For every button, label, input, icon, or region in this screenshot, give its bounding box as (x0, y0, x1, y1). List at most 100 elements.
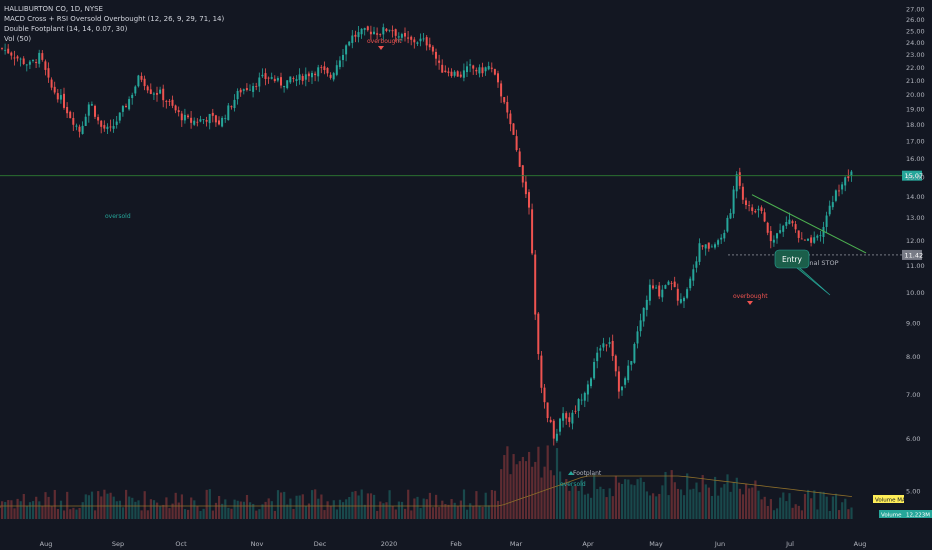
volume-bar (481, 506, 484, 519)
indicator-double-footplant[interactable]: Double Footplant (14, 14, 0.07, 30) (4, 25, 128, 33)
volume-bar (825, 496, 828, 519)
volume-bar (627, 479, 630, 519)
volume-bar (590, 497, 593, 519)
volume-bar (202, 508, 205, 519)
volume-bar (521, 456, 524, 519)
volume-bar (655, 496, 658, 519)
candle-body (559, 418, 561, 432)
volume-bar (745, 483, 748, 519)
overbought-marker (378, 46, 384, 50)
candle-body (819, 235, 822, 237)
candle-body (766, 222, 769, 233)
volume-ma-label: Volume MA (875, 498, 906, 504)
y-tick-label: 6.00 (906, 435, 920, 443)
volume-bar (593, 474, 596, 519)
candle-body (168, 100, 171, 102)
candle-body (314, 73, 317, 76)
volume-bar (636, 479, 639, 519)
volume-bar (397, 501, 400, 519)
volume-bar (326, 501, 329, 519)
candle-body (509, 113, 512, 125)
entry-callout-box (774, 249, 831, 296)
candle-body (115, 121, 118, 125)
y-tick-label: 19.00 (906, 106, 925, 114)
candle-body (149, 89, 152, 94)
volume-bar (224, 499, 227, 519)
volume-bar (373, 494, 376, 519)
volume-bar (710, 495, 714, 519)
candle-body (500, 83, 503, 97)
volume-bar (447, 504, 450, 519)
volume-bar (16, 498, 19, 519)
candle-body (106, 126, 109, 129)
candle-body (658, 285, 661, 297)
candle-body (397, 36, 400, 38)
candle-body (7, 48, 10, 54)
volume-bar (831, 496, 834, 519)
candle-body (453, 71, 456, 76)
candle-body (834, 190, 837, 201)
indicator-volume[interactable]: Vol (50) (4, 35, 32, 43)
candle-body (202, 119, 205, 120)
candle-body (757, 208, 760, 211)
candle-body (720, 237, 723, 240)
candle-body (648, 284, 651, 301)
volume-bar (726, 474, 729, 519)
volume-bar (683, 495, 686, 519)
y-tick-label: 26.00 (906, 16, 925, 24)
volume-bar (512, 454, 515, 519)
candle-body (425, 37, 428, 46)
candle-body (146, 86, 149, 91)
candle-body (493, 69, 496, 75)
volume-bar (642, 481, 645, 519)
volume-bar (515, 464, 518, 519)
candle-body (249, 89, 251, 91)
volume-bar (679, 489, 683, 519)
candle-body (506, 102, 509, 113)
x-tick-label: Nov (251, 540, 264, 548)
volume-bar (772, 510, 776, 519)
candle-body (679, 299, 682, 303)
candle-body (394, 29, 397, 36)
volume-bar (44, 492, 47, 519)
candle-body (44, 61, 47, 70)
y-tick-label: 25.00 (906, 27, 925, 35)
candle-body (159, 89, 162, 94)
candle-body (645, 299, 648, 310)
volume-bar (633, 485, 636, 519)
candle-body (208, 113, 211, 124)
volume-bar (329, 505, 332, 519)
volume-bar (472, 506, 475, 519)
y-tick-label: 14.00 (906, 193, 925, 201)
footplant-marker (568, 471, 574, 475)
volume-bar (345, 499, 348, 519)
candle-body (118, 112, 121, 121)
volume-bar (388, 490, 391, 519)
volume-bar (707, 487, 710, 519)
volume-bar (648, 495, 652, 519)
volume-bar (13, 508, 16, 519)
volume-bar (509, 474, 512, 519)
indicator-macd-rsi[interactable]: MACD Cross + RSI Oversold Overbought (12… (4, 15, 225, 23)
volume-bar (776, 508, 779, 519)
candle-body (549, 419, 552, 423)
candle-body (704, 244, 707, 249)
symbol-title[interactable]: HALLIBURTON CO, 1D, NYSE (4, 5, 103, 13)
candle-body (782, 225, 785, 232)
candle-body (407, 37, 410, 39)
x-tick-label: May (649, 540, 663, 548)
volume-bar (103, 489, 106, 519)
volume-value-tag (904, 510, 932, 518)
volume-bar (307, 503, 311, 519)
candle-body (710, 246, 713, 248)
volume-bar (661, 485, 664, 519)
candle-body (78, 126, 81, 132)
volume-bar (245, 494, 249, 519)
volume-bar (35, 496, 38, 519)
volume-bar (125, 489, 128, 519)
candle-body (66, 107, 69, 114)
candle-body (562, 413, 565, 421)
candle-body (683, 297, 685, 302)
volume-bar (332, 500, 335, 519)
